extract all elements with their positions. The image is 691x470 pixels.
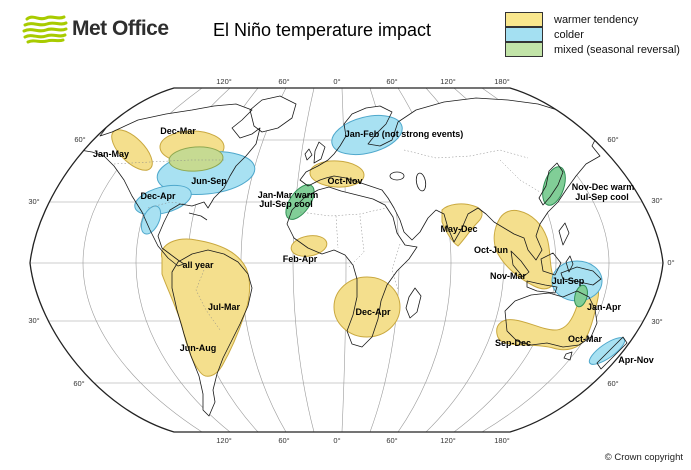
graticule-label-left: 30° bbox=[28, 197, 39, 206]
region-ne-australia-overlap bbox=[574, 284, 588, 308]
legend-label: mixed (seasonal reversal) bbox=[554, 43, 680, 56]
graticule-label-right: 60° bbox=[607, 135, 618, 144]
graticule-label-right: 30° bbox=[651, 317, 662, 326]
impact-regions bbox=[111, 114, 626, 377]
legend-item-mixed: mixed (seasonal reversal) bbox=[505, 41, 680, 57]
graticule-label-bottom: 60° bbox=[386, 436, 397, 445]
region-label: Oct-Jun bbox=[474, 245, 508, 255]
graticule-label-left: 60° bbox=[73, 379, 84, 388]
warmer-swatch bbox=[505, 11, 543, 27]
graticule-label-left: 60° bbox=[74, 135, 85, 144]
graticule-label-top: 120° bbox=[216, 77, 232, 86]
region-label: Dec-Apr bbox=[140, 191, 176, 201]
region-label: Jul-Sep bbox=[552, 276, 585, 286]
colder-swatch bbox=[505, 26, 543, 42]
region-south-europe bbox=[309, 160, 365, 188]
legend-label: colder bbox=[554, 28, 584, 41]
region-label: Apr-Nov bbox=[618, 355, 654, 365]
graticule-label-bottom: 120° bbox=[440, 436, 456, 445]
region-label: Jan-May bbox=[93, 149, 129, 159]
region-label: Nov-Mar bbox=[490, 271, 527, 281]
region-label: Oct-Nov bbox=[327, 176, 362, 186]
region-label: Jan-Mar warm bbox=[258, 190, 319, 200]
region-label: Jul-Mar bbox=[208, 302, 241, 312]
graticule-label-left: 30° bbox=[28, 316, 39, 325]
region-label: Sep-Dec bbox=[495, 338, 531, 348]
graticule-label-bottom: 0° bbox=[333, 436, 340, 445]
region-india bbox=[441, 203, 483, 247]
region-label: Feb-Apr bbox=[283, 254, 318, 264]
region-label: Jan-Feb (not strong events) bbox=[345, 129, 464, 139]
region-label: Dec-Mar bbox=[160, 126, 196, 136]
graticule-label-top: 60° bbox=[386, 77, 397, 86]
graticule-label-right: 0° bbox=[667, 258, 674, 267]
legend-item-warmer: warmer tendency bbox=[505, 11, 680, 27]
graticule-label-bottom: 120° bbox=[216, 436, 232, 445]
graticule-label-top: 60° bbox=[278, 77, 289, 86]
logo-text: Met Office bbox=[72, 17, 169, 40]
region-label: Nov-Dec warm bbox=[572, 182, 635, 192]
legend: warmer tendency colder mixed (seasonal r… bbox=[505, 11, 680, 57]
region-label: Dec-Apr bbox=[355, 307, 391, 317]
graticule-label-top: 180° bbox=[494, 77, 510, 86]
graticule-labels: 120° 60° 0° 60° 120° 180° 120° 60° 0° 60° 120° 180°… bbox=[28, 77, 674, 445]
region-label: May-Dec bbox=[440, 224, 477, 234]
crown-copyright: © Crown copyright bbox=[604, 452, 683, 463]
met-office-logo: Met Office bbox=[22, 13, 169, 45]
met-office-waves-icon bbox=[22, 15, 68, 44]
graticule-label-right: 30° bbox=[651, 196, 662, 205]
page-title: El Niño temperature impact bbox=[212, 20, 432, 40]
country-borders bbox=[113, 149, 541, 331]
region-label: Jun-Aug bbox=[180, 343, 217, 353]
region-label: Jun-Sep bbox=[191, 176, 227, 186]
region-label: Oct-Mar bbox=[568, 334, 603, 344]
graticule-label-bottom: 180° bbox=[494, 436, 510, 445]
legend-label: warmer tendency bbox=[554, 13, 639, 26]
region-west-africa bbox=[290, 235, 328, 257]
graticule-label-right: 60° bbox=[607, 379, 618, 388]
region-label: Jul-Sep cool bbox=[259, 199, 313, 209]
region-label: Jul-Sep cool bbox=[575, 192, 629, 202]
region-canada-overlap bbox=[168, 146, 224, 172]
region-south-us-mexico bbox=[134, 184, 192, 216]
region-label: Jan-Apr bbox=[587, 302, 622, 312]
graticule-label-top: 0° bbox=[333, 77, 340, 86]
region-label: all year bbox=[182, 260, 214, 270]
mixed-swatch bbox=[505, 41, 543, 57]
legend-item-colder: colder bbox=[505, 26, 680, 42]
graticule-label-bottom: 60° bbox=[278, 436, 289, 445]
map-border bbox=[29, 87, 664, 433]
graticule-label-top: 120° bbox=[440, 77, 456, 86]
region-labels: Jan-May Dec-Mar Jun-Sep Dec-Apr Jan-Feb (not… bbox=[93, 126, 654, 365]
land-outlines bbox=[67, 95, 628, 417]
